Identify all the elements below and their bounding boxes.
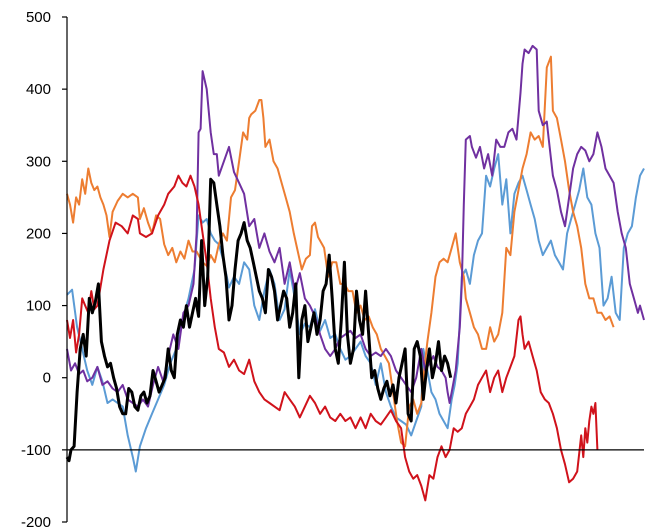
y-tick-label: 200 bbox=[26, 225, 51, 242]
y-tick-label: 400 bbox=[26, 81, 51, 98]
series-line-5 bbox=[65, 177, 453, 463]
y-tick-label: 300 bbox=[26, 153, 51, 170]
y-tick-label: 100 bbox=[26, 298, 51, 315]
series-layer bbox=[65, 44, 645, 502]
series-line-4 bbox=[66, 174, 599, 502]
y-tick-label: 500 bbox=[26, 9, 51, 26]
y-tick-label: 0 bbox=[43, 370, 51, 387]
y-tick-label: -200 bbox=[21, 514, 51, 531]
y-tick-layer: -200 -100 0 100 200 300 400 500 bbox=[21, 9, 67, 531]
y-tick-label: -100 bbox=[21, 442, 51, 459]
series-line-2 bbox=[66, 55, 615, 448]
